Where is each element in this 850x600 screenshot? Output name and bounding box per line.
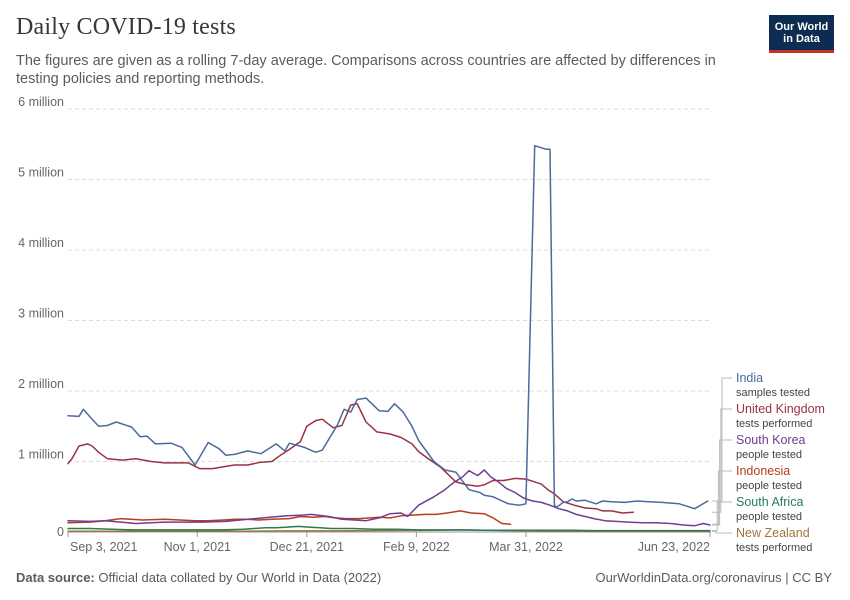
y-tick-label-3-million: 3 million: [18, 307, 64, 321]
legend-label-south-africa[interactable]: South Africa: [736, 495, 803, 509]
x-tick-label-sep-3-2021: Sep 3, 2021: [70, 540, 137, 554]
legend-connector-new-zealand: [712, 530, 732, 534]
line-chart: 0 1 million 2 million 3 million 4 million 5 m…: [18, 95, 825, 554]
x-tick-label-dec-21-2021: Dec 21, 2021: [270, 540, 344, 554]
coronavirus-link[interactable]: OurWorldinData.org/coronavirus: [595, 570, 782, 585]
y-tick-label-2-million: 2 million: [18, 377, 64, 391]
license-label[interactable]: CC BY: [792, 570, 832, 585]
series-line-south-korea[interactable]: [67, 469, 711, 527]
x-tick-label-feb-9-2022: Feb 9, 2022: [383, 540, 450, 554]
x-tick-label-nov-1-2021: Nov 1, 2021: [164, 540, 231, 554]
logo-line-2: in Data: [783, 33, 820, 45]
legend-label-india[interactable]: India: [736, 371, 763, 385]
footer-separator: |: [785, 570, 793, 585]
chart-title: Daily COVID-19 tests: [16, 14, 236, 40]
legend-connector-united-kingdom: [712, 408, 732, 513]
data-source-text: Official data collated by Our World in D…: [98, 570, 382, 585]
logo-line-1: Our World: [774, 21, 829, 33]
y-axis-ticks: 0 1 million 2 million 3 million 4 million 5 m…: [18, 95, 64, 539]
legend-metric-south-africa: people tested: [736, 511, 802, 523]
grid-lines: [68, 108, 710, 533]
x-tick-label-mar-31-2022: Mar 31, 2022: [489, 540, 563, 554]
legend-metric-south-korea: people tested: [736, 449, 802, 461]
x-tick-label-jun-23-2022: Jun 23, 2022: [638, 540, 710, 554]
legend-connector-south-korea: [712, 439, 732, 526]
legend-label-indonesia[interactable]: Indonesia: [736, 464, 790, 478]
y-tick-label-5-million: 5 million: [18, 166, 64, 180]
y-tick-label-4-million: 4 million: [18, 236, 64, 250]
series-line-south-africa[interactable]: [67, 525, 711, 532]
legend-metric-indonesia: people tested: [736, 480, 802, 492]
legend: India samples tested United Kingdom tests p…: [712, 371, 825, 554]
series-line-united-kingdom[interactable]: [67, 402, 635, 514]
y-tick-label-1-million: 1 million: [18, 448, 64, 462]
chart-subtitle: The figures are given as a rolling 7-day…: [16, 53, 716, 87]
y-tick-label-0: 0: [57, 525, 64, 539]
series-line-indonesia[interactable]: [67, 510, 512, 525]
legend-metric-united-kingdom: tests performed: [736, 418, 812, 430]
legend-connector-south-africa: [712, 501, 732, 532]
legend-label-south-korea[interactable]: South Korea: [736, 433, 806, 447]
legend-label-new-zealand[interactable]: New Zealand: [736, 526, 810, 540]
series-lines: [67, 144, 711, 533]
legend-metric-india: samples tested: [736, 387, 810, 399]
legend-connector-indonesia: [712, 470, 732, 525]
data-source: Data source: Official data collated by O…: [16, 570, 381, 585]
series-line-india[interactable]: [67, 144, 709, 510]
legend-label-united-kingdom[interactable]: United Kingdom: [736, 402, 825, 416]
y-tick-label-6-million: 6 million: [18, 95, 64, 109]
data-source-label: Data source:: [16, 570, 95, 585]
owid-logo[interactable]: Our World in Data: [769, 15, 834, 53]
footer-links: OurWorldinData.org/coronavirus | CC BY: [595, 570, 832, 585]
x-axis-ticks: Sep 3, 2021 Nov 1, 2021 Dec 21, 2021 Feb 9,…: [67, 532, 711, 554]
legend-metric-new-zealand: tests performed: [736, 542, 812, 554]
